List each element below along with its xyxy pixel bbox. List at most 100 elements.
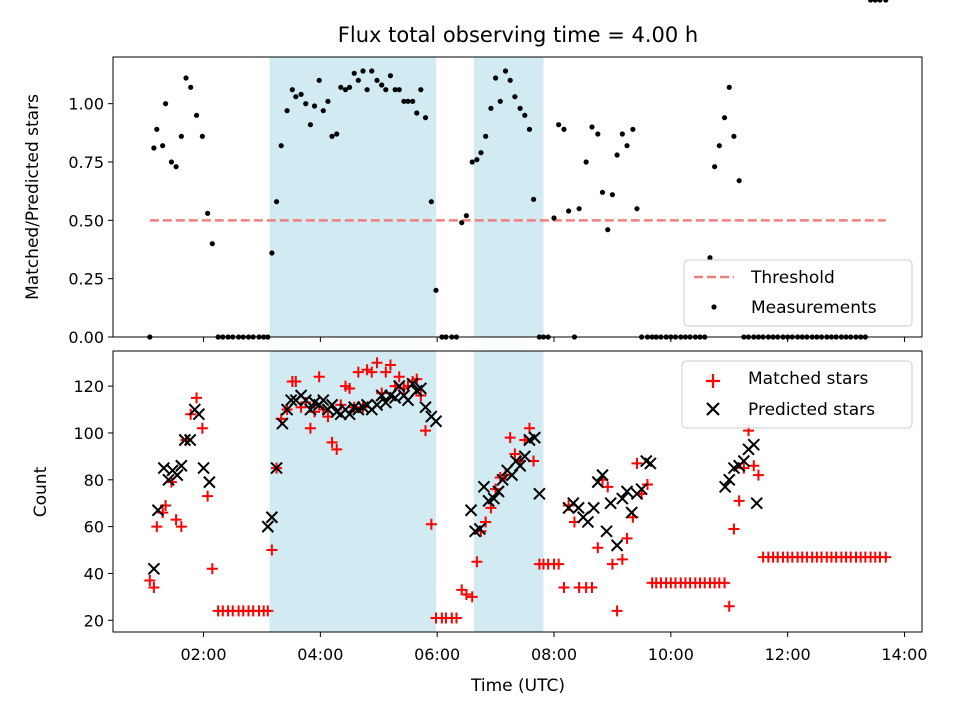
matched-star-marker [450,612,462,624]
matched-star-marker [460,589,472,601]
matched-star-marker [266,544,278,556]
chart-title: Flux total observing time = 4.00 h [338,23,698,47]
predicted-star-marker [175,459,188,472]
top-y-tick-label: 0.25 [68,270,104,289]
predicted-star-marker [464,504,478,517]
predicted-star-marker [270,461,283,475]
matched-star-marker [466,591,478,603]
predicted-star-marker [157,461,171,475]
predicted-star-marker [379,396,392,409]
predicted-star-marker [317,393,330,407]
top-y-tick-label: 0.50 [68,211,104,230]
measurement-point [325,98,331,104]
measurement-point [433,287,439,293]
measurement-point [307,122,314,128]
measurement-point [346,84,353,90]
measurement-point [374,77,380,83]
measurement-point [605,227,611,233]
measurement-point [619,131,625,137]
predicted-star-marker [265,511,279,524]
measurement-point [303,101,309,107]
measurement-point [364,87,370,93]
measurement-point [474,157,480,163]
measurement-point [379,82,385,88]
bottom-y-tick-label: 20 [84,611,104,630]
matched-star-marker [290,375,302,387]
measurement-point [329,133,335,139]
measurement-point [561,126,567,132]
measurement-point [209,241,215,247]
matched-star-marker [471,556,483,568]
measurement-point [284,108,290,114]
matched-star-marker [509,448,521,460]
measurement-point [726,84,732,90]
predicted-star-marker [620,485,634,498]
measurement-point [512,94,518,100]
predicted-star-marker [171,468,184,482]
measurement-point [488,105,494,111]
measurement-point [273,199,280,205]
measurement-point [497,98,503,104]
predicted-star-marker [276,417,289,430]
matched-star-marker [602,481,614,493]
legend-matched-label: Matched stars [748,369,868,389]
measurement-point [566,208,572,214]
measurement-points [147,0,889,340]
predicted-star-marker [284,393,298,407]
measurement-point [334,131,340,137]
matched-star-marker [592,542,604,554]
predicted-star-marker [197,461,210,475]
bottom-observing-window-1 [473,351,544,632]
predicted-star-marker [604,497,617,510]
measurement-point [463,213,469,219]
measurement-point [387,73,394,79]
measurement-point [551,215,557,221]
matched-star-marker [352,366,364,378]
top-legend-box [683,259,913,327]
measurement-point [614,152,620,158]
predicted-star-marker [625,506,638,519]
bottom-legend: Matched stars Predicted stars [681,360,913,429]
measurement-point [151,145,157,151]
measurement-point [422,115,429,121]
measurement-point [721,115,728,121]
measurement-point [199,133,205,139]
measurement-point [188,84,194,90]
predicted-star-marker [635,482,648,496]
predicted-star-marker [533,487,546,501]
x-axis-label: Time (UTC) [470,676,565,696]
predicted-stars-points [147,377,763,575]
matched-star-marker [331,443,343,455]
legend-predicted-swatch [706,402,720,416]
predicted-star-marker [261,520,274,533]
legend-measurements-label: Measurements [751,298,877,318]
matched-star-marker [631,457,643,469]
predicted-star-marker [419,400,432,414]
measurement-point [599,189,606,195]
x-tick-label: 10:00 [648,645,694,664]
bottom-observing-windows [269,351,544,632]
measurement-point [731,133,737,139]
top-observing-windows [269,57,544,337]
predicted-star-marker [178,433,192,447]
measurement-point [396,87,402,93]
predicted-star-marker [393,379,406,393]
measurement-point [867,0,874,3]
bottom-y-tick-label: 60 [84,518,104,537]
predicted-star-marker [375,389,388,402]
matched-star-marker [384,359,396,371]
measurement-point [459,220,465,226]
bottom-plot-frame [112,350,923,633]
measurement-point [556,122,562,128]
bottom-panel-counts: 20 40 60 80 100 120 02:00 04:00 06:00 08:00 10:00… [31,350,928,696]
matched-star-marker [420,425,432,437]
top-y-tick-label: 0.75 [68,153,104,172]
measurement-point [316,77,322,83]
matched-star-marker [196,422,208,434]
measurement-point [168,159,175,165]
matched-star-marker [586,582,598,594]
measurement-point [630,126,636,132]
measurement-point [478,150,484,156]
measurement-point [414,110,420,116]
